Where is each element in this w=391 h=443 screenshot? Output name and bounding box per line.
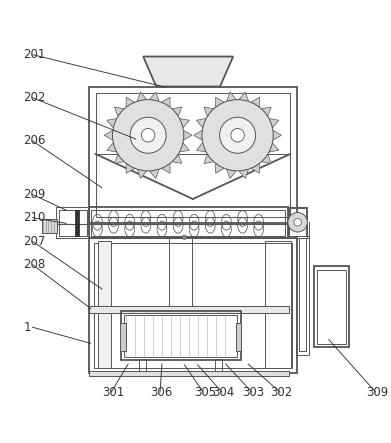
Bar [215, 359, 222, 373]
Bar [314, 267, 350, 347]
Bar [89, 238, 297, 373]
Circle shape [182, 235, 187, 240]
Polygon shape [107, 119, 117, 128]
Bar [265, 241, 291, 369]
Bar [89, 371, 289, 376]
Bar [89, 206, 287, 238]
Bar [236, 323, 241, 351]
Polygon shape [115, 154, 124, 163]
Polygon shape [137, 92, 147, 101]
Bar [296, 236, 308, 354]
Polygon shape [273, 130, 282, 140]
Polygon shape [196, 119, 206, 128]
Polygon shape [126, 97, 135, 107]
Bar [124, 315, 237, 357]
Bar [120, 323, 126, 351]
Polygon shape [196, 143, 206, 152]
Polygon shape [204, 107, 214, 117]
Circle shape [202, 100, 273, 171]
Circle shape [130, 117, 166, 153]
Bar [95, 93, 290, 217]
Polygon shape [179, 119, 189, 128]
Polygon shape [143, 57, 233, 86]
Bar [299, 238, 305, 351]
Polygon shape [262, 154, 271, 163]
Polygon shape [172, 154, 182, 163]
Polygon shape [104, 130, 113, 140]
Bar [91, 210, 285, 236]
Circle shape [231, 128, 244, 142]
Polygon shape [172, 107, 182, 117]
Bar [288, 206, 307, 238]
Bar [121, 311, 240, 360]
Text: 202: 202 [23, 91, 46, 104]
Polygon shape [226, 92, 236, 101]
Text: 210: 210 [23, 211, 46, 224]
Polygon shape [226, 169, 236, 179]
Text: 209: 209 [23, 188, 46, 201]
Polygon shape [269, 143, 279, 152]
Circle shape [294, 218, 301, 226]
Polygon shape [262, 107, 271, 117]
Text: 301: 301 [102, 385, 124, 399]
Circle shape [113, 100, 184, 171]
Bar [289, 208, 306, 237]
Circle shape [142, 128, 155, 142]
Polygon shape [107, 143, 117, 152]
Bar [94, 243, 292, 369]
Polygon shape [126, 163, 135, 173]
Circle shape [288, 213, 307, 232]
Bar [89, 306, 289, 313]
Polygon shape [216, 97, 224, 107]
Polygon shape [149, 92, 159, 101]
Bar [89, 86, 297, 223]
Polygon shape [239, 92, 249, 101]
Polygon shape [179, 143, 189, 152]
Text: 206: 206 [23, 134, 46, 148]
Polygon shape [149, 169, 159, 179]
Text: 304: 304 [213, 385, 235, 399]
Polygon shape [204, 154, 214, 163]
Text: 208: 208 [23, 258, 45, 271]
Polygon shape [183, 130, 192, 140]
Text: 201: 201 [23, 48, 46, 61]
Bar [42, 219, 57, 233]
Bar [59, 210, 87, 236]
Text: 305: 305 [194, 385, 216, 399]
Polygon shape [137, 169, 147, 179]
Polygon shape [251, 97, 260, 107]
Polygon shape [216, 163, 224, 173]
Bar [317, 270, 346, 344]
Polygon shape [269, 119, 279, 128]
Bar [169, 238, 192, 311]
Polygon shape [115, 107, 124, 117]
Polygon shape [239, 169, 249, 179]
Text: 1: 1 [23, 321, 30, 334]
Polygon shape [194, 130, 202, 140]
Polygon shape [161, 163, 170, 173]
Text: 306: 306 [151, 385, 173, 399]
Polygon shape [251, 163, 260, 173]
Text: 303: 303 [242, 385, 265, 399]
Polygon shape [161, 97, 170, 107]
Text: 302: 302 [271, 385, 293, 399]
Bar [75, 210, 79, 236]
Text: 207: 207 [23, 235, 46, 248]
Text: 309: 309 [366, 385, 389, 399]
Circle shape [220, 117, 256, 153]
Bar [140, 359, 146, 373]
Bar [98, 241, 111, 369]
Bar [56, 206, 89, 238]
